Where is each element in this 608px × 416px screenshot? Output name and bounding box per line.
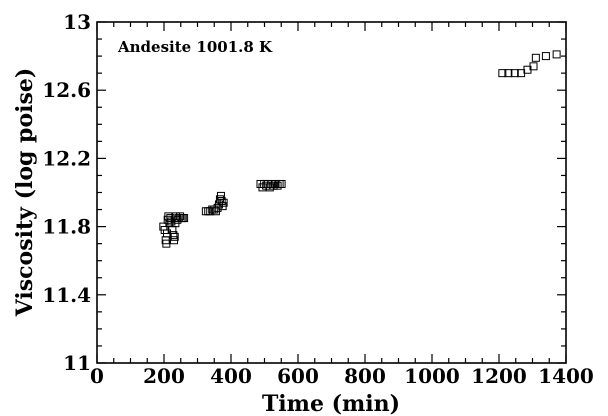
- y-tick-label: 13: [63, 10, 91, 34]
- y-tick-labels: 11 11.4 11.8 12.2 12.6 13: [42, 10, 91, 375]
- x-tick-label: 1000: [404, 364, 460, 388]
- data-point: [541, 52, 550, 61]
- data-point: [180, 214, 189, 223]
- y-tick-label: 11.8: [42, 215, 91, 239]
- data-point: [271, 179, 280, 188]
- chart-annotation: Andesite 1001.8 K: [117, 38, 273, 56]
- data-point: [552, 50, 561, 59]
- data-point: [498, 69, 507, 78]
- y-tick-label: 11.4: [42, 283, 91, 307]
- x-tick-label: 1400: [538, 364, 594, 388]
- y-axis-title: Viscosity (log poise): [12, 68, 38, 318]
- x-tick-label: 1200: [471, 364, 527, 388]
- data-point: [273, 181, 282, 190]
- data-point: [217, 197, 226, 206]
- data-point: [531, 53, 540, 62]
- plot-frame: [96, 21, 567, 364]
- x-tick-label: 0: [90, 364, 104, 388]
- data-point: [510, 69, 519, 78]
- data-point: [269, 181, 278, 190]
- data-point: [504, 69, 513, 78]
- y-tick-label: 12.2: [42, 146, 91, 170]
- data-point: [176, 212, 185, 221]
- axis-ticks: [96, 21, 567, 364]
- data-point: [529, 62, 538, 71]
- data-point: [169, 231, 178, 240]
- x-tick-label: 200: [143, 364, 185, 388]
- y-tick-label: 11: [63, 351, 91, 375]
- x-tick-labels: 0 200 400 600 800 1000 1200 1400: [90, 364, 594, 388]
- x-tick-label: 400: [210, 364, 252, 388]
- x-axis-title: Time (min): [262, 391, 400, 416]
- data-points: [159, 50, 561, 248]
- data-point: [277, 179, 286, 188]
- data-point: [170, 232, 179, 241]
- data-point: [267, 179, 276, 188]
- x-tick-label: 600: [277, 364, 319, 388]
- x-tick-label: 800: [344, 364, 386, 388]
- y-tick-label: 12.6: [42, 78, 91, 102]
- data-point: [162, 239, 171, 248]
- data-point: [219, 198, 228, 207]
